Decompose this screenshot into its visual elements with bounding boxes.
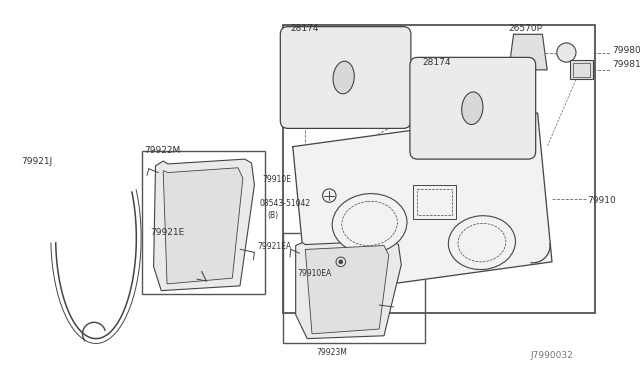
Text: 28174: 28174 xyxy=(290,24,319,33)
Polygon shape xyxy=(305,246,388,334)
Text: 79980: 79980 xyxy=(612,46,640,55)
Text: 79910E: 79910E xyxy=(262,176,291,185)
Polygon shape xyxy=(509,34,547,70)
Bar xyxy=(283,25,595,313)
Polygon shape xyxy=(154,159,254,291)
Ellipse shape xyxy=(333,61,355,94)
Text: 79921EA: 79921EA xyxy=(257,242,291,251)
Bar xyxy=(573,63,590,77)
Text: 08543-51042: 08543-51042 xyxy=(259,199,310,208)
FancyBboxPatch shape xyxy=(410,57,536,159)
Circle shape xyxy=(557,43,576,62)
Bar xyxy=(413,185,456,219)
Text: 79921J: 79921J xyxy=(21,157,52,166)
Bar xyxy=(142,151,265,294)
Text: J7990032: J7990032 xyxy=(531,351,573,360)
Text: 79922M: 79922M xyxy=(144,146,180,155)
Text: 28174: 28174 xyxy=(422,58,451,67)
FancyBboxPatch shape xyxy=(280,27,411,128)
Ellipse shape xyxy=(449,216,515,270)
Bar xyxy=(570,60,593,80)
Polygon shape xyxy=(292,113,552,295)
Text: 26570P: 26570P xyxy=(509,24,543,33)
Ellipse shape xyxy=(461,92,483,125)
Text: (B): (B) xyxy=(267,211,278,220)
Text: 79910: 79910 xyxy=(588,196,616,205)
Polygon shape xyxy=(296,241,401,339)
Bar xyxy=(417,189,452,215)
Ellipse shape xyxy=(332,193,407,253)
Text: 79981: 79981 xyxy=(612,60,640,69)
Circle shape xyxy=(339,260,342,264)
Text: 79921E: 79921E xyxy=(150,228,185,237)
Text: 79923M: 79923M xyxy=(317,348,348,357)
Bar xyxy=(283,233,425,343)
Text: 79910EA: 79910EA xyxy=(298,269,332,278)
Polygon shape xyxy=(163,168,243,284)
